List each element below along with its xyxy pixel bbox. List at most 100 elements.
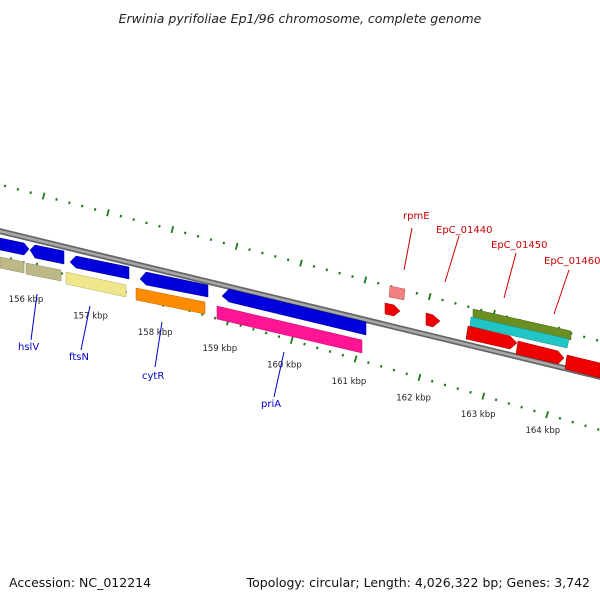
gene-box[interactable]: [388, 285, 406, 301]
minor-tick: [520, 405, 523, 409]
tick-label: 157 kbp: [73, 311, 108, 321]
minor-tick: [376, 281, 380, 285]
tick-labels: 156 kbp 157 kbp 158 kbp 159 kbp 160 kbp 161 k…: [9, 295, 560, 436]
gene-bar[interactable]: [65, 271, 127, 298]
minor-tick: [252, 327, 255, 331]
gene-label-cytr[interactable]: cytR: [142, 371, 164, 382]
minor-tick: [277, 335, 281, 339]
minor-tick: [93, 208, 97, 211]
gene-arrow[interactable]: [425, 312, 441, 328]
minor-tick: [119, 214, 123, 218]
gene-arrow[interactable]: [515, 340, 565, 365]
gene-arrow[interactable]: [465, 325, 518, 350]
gene-label-epc-01460[interactable]: EpC_01460: [544, 256, 600, 267]
major-tick: [106, 209, 110, 217]
minor-tick: [145, 221, 148, 225]
minor-tick: [454, 301, 457, 305]
minor-tick: [132, 218, 135, 221]
gene-arrow[interactable]: [221, 288, 367, 336]
minor-tick: [213, 316, 217, 320]
gene-arrow[interactable]: [69, 255, 130, 280]
map-title: Erwinia pyrifoliae Ep1/96 chromosome, co…: [119, 11, 482, 26]
minor-tick: [261, 251, 264, 255]
major-tick: [289, 336, 294, 345]
tick-label: 161 kbp: [332, 377, 367, 387]
gene-bar[interactable]: [0, 256, 25, 274]
tick-label: 160 kbp: [267, 361, 302, 371]
minor-tick: [367, 361, 370, 365]
minor-tick: [3, 184, 7, 188]
minor-tick: [196, 234, 200, 238]
minor-tick: [571, 420, 575, 424]
minor-tick: [274, 254, 277, 258]
tick-label: 159 kbp: [202, 344, 237, 354]
major-tick: [545, 411, 550, 419]
minor-tick: [596, 428, 600, 431]
reverse-strand-genes: [0, 237, 367, 354]
gene-labels: hslV ftsN cytR priA rpmE EpC_01440 EpC_0…: [18, 211, 600, 410]
minor-tick: [325, 268, 329, 272]
accession-text: Accession: NC_012214: [9, 575, 151, 590]
gene-label-epc-01440[interactable]: EpC_01440: [436, 225, 492, 236]
leader-line: [273, 351, 285, 398]
gene-bar[interactable]: [469, 316, 570, 349]
major-tick: [170, 225, 175, 234]
tick-label: 164 kbp: [525, 426, 560, 436]
minor-tick: [441, 298, 444, 302]
minor-tick: [351, 275, 354, 278]
leader-line: [154, 321, 163, 368]
minor-tick: [595, 338, 599, 342]
tick-label: 156 kbp: [9, 295, 44, 305]
minor-tick: [222, 241, 226, 245]
minor-tick: [415, 291, 419, 295]
gene-label-pria[interactable]: priA: [261, 399, 281, 410]
gene-arrow[interactable]: [0, 237, 30, 256]
minor-tick: [29, 191, 33, 195]
gene-bar[interactable]: [25, 262, 62, 282]
leader-line: [444, 235, 460, 283]
minor-tick: [303, 342, 306, 346]
minor-tick: [158, 224, 161, 228]
leader-line: [403, 227, 413, 271]
major-tick: [299, 259, 303, 267]
minor-tick: [341, 353, 345, 357]
gene-bar[interactable]: [216, 305, 363, 354]
gene-bar[interactable]: [135, 287, 206, 315]
minor-tick: [209, 238, 213, 242]
major-tick: [234, 242, 239, 250]
tick-label: 162 kbp: [396, 393, 431, 403]
major-tick: [363, 276, 368, 284]
leader-line: [30, 293, 38, 341]
minor-tick: [315, 346, 319, 350]
tick-label: 158 kbp: [138, 328, 173, 338]
leader-line: [503, 252, 517, 299]
minor-tick: [456, 387, 460, 391]
minor-tick: [533, 409, 536, 413]
gene-label-rpme[interactable]: rpmE: [403, 211, 430, 222]
gene-bar[interactable]: [472, 308, 572, 341]
minor-tick: [469, 390, 472, 394]
minor-tick: [328, 350, 332, 353]
minor-tick: [379, 364, 383, 368]
gene-arrow[interactable]: [29, 244, 65, 265]
minor-tick: [584, 424, 587, 428]
minor-tick: [68, 201, 71, 205]
gene-label-hslv[interactable]: hslV: [18, 342, 39, 353]
major-tick: [481, 392, 486, 400]
gene-label-ftsn[interactable]: ftsN: [69, 352, 89, 363]
minor-tick: [183, 231, 187, 235]
gene-arrow[interactable]: [384, 302, 401, 317]
minor-tick: [312, 265, 316, 268]
minor-tick: [558, 416, 562, 420]
minor-tick: [80, 204, 84, 208]
genome-summary-text: Topology: circular; Length: 4,026,322 bp…: [246, 575, 590, 590]
minor-tick: [248, 248, 251, 252]
gene-arrow[interactable]: [139, 271, 209, 298]
forward-strand-genes: [384, 285, 600, 379]
chromosome-backbone: [0, 228, 600, 380]
gene-label-epc-01450[interactable]: EpC_01450: [491, 240, 547, 251]
minor-tick: [430, 379, 434, 383]
minor-tick: [286, 258, 290, 262]
gene-arrow[interactable]: [564, 354, 600, 379]
